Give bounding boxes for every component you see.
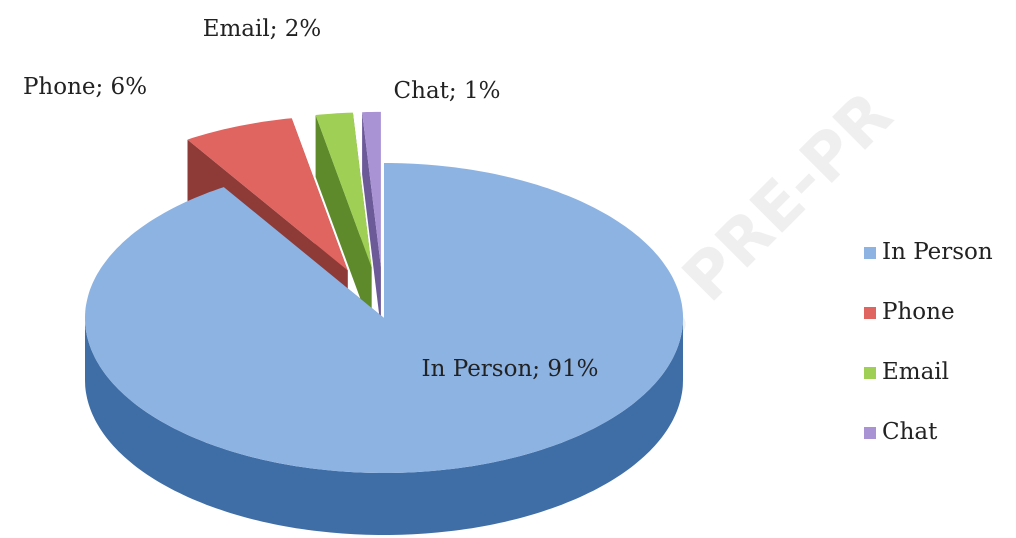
data-label: Chat; 1% [394,78,501,104]
legend-swatch [864,247,876,259]
data-label: Phone; 6% [23,74,147,100]
legend-label: Phone [882,299,955,325]
data-label: Email; 2% [203,16,322,42]
slice-side [315,115,372,330]
legend-swatch [864,427,876,439]
legend-label: In Person [882,239,993,265]
data-label: In Person; 91% [422,356,599,382]
slice-top [187,118,348,271]
legend-label: Email [882,359,949,385]
legend-swatch [864,307,876,319]
slice [315,112,372,330]
slice-top [362,111,381,267]
slice-top [315,112,372,268]
slice-side [362,112,381,329]
slice-top [85,163,683,473]
slice [85,163,683,535]
legend-swatch [864,367,876,379]
slice [362,111,381,329]
legend-label: Chat [882,419,938,445]
slice-wall [85,318,683,535]
